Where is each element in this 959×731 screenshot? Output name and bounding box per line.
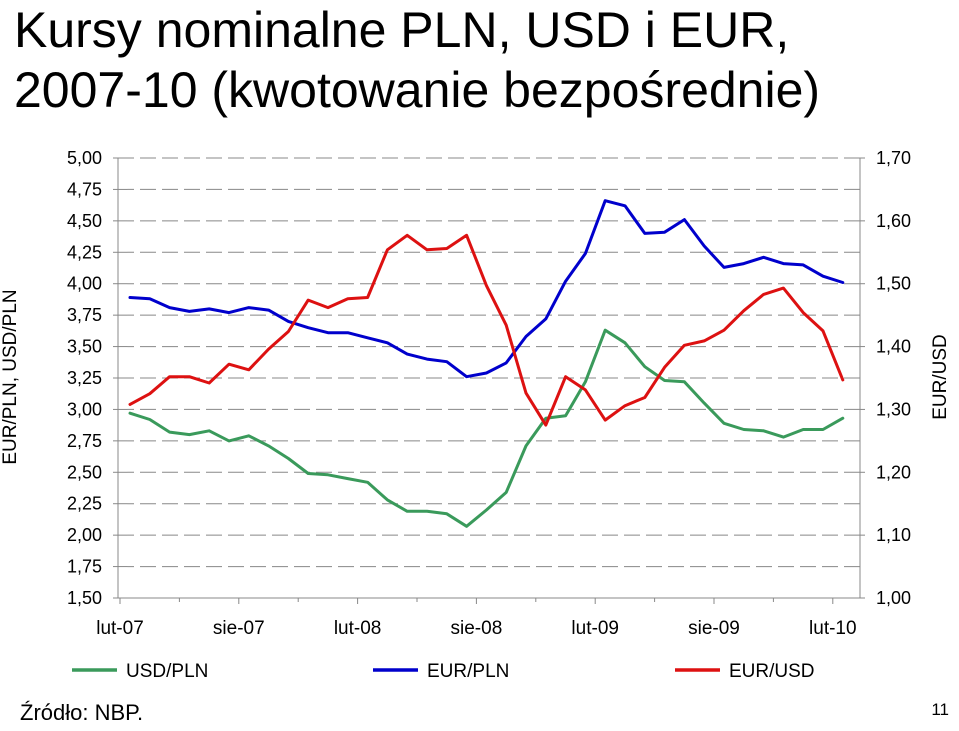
right-tick-label: 1,20 [876, 462, 911, 482]
x-tick-label: sie-07 [213, 618, 265, 639]
left-axis-ticks: 5,00 4,75 4,50 4,25 4,00 3,75 3,50 3,25 3,00 2,75… [67, 148, 118, 608]
gridlines [118, 157, 860, 568]
left-tick-label: 4,50 [67, 211, 102, 231]
line-chart: 5,00 4,75 4,50 4,25 4,00 3,75 3,50 3,25 3,00 2,75… [0, 148, 951, 682]
x-axis-ticks: lut-07 sie-07 lut-08 sie-08 lut-09 sie-09 lut-… [96, 598, 857, 639]
series-lines [128, 199, 845, 528]
x-tick-label: lut-10 [809, 618, 857, 639]
right-tick-label: 1,70 [876, 148, 911, 168]
left-tick-label: 1,50 [67, 588, 102, 608]
left-tick-label: 4,25 [67, 242, 102, 262]
right-tick-label: 1,40 [876, 337, 911, 357]
right-tick-label: 1,30 [876, 399, 911, 419]
source-note: Źródło: NBP. [20, 700, 144, 725]
legend-item: USD/PLN [72, 661, 208, 682]
left-tick-label: 2,50 [67, 462, 102, 482]
x-tick-label: lut-07 [96, 618, 144, 639]
legend-item: EUR/USD [675, 661, 815, 682]
legend-label: USD/PLN [126, 661, 208, 682]
chart-title-line-2: 2007-10 (kwotowanie bezpośrednie) [14, 62, 821, 118]
left-tick-label: 3,75 [67, 305, 102, 325]
left-tick-label: 2,00 [67, 525, 102, 545]
left-tick-label: 3,00 [67, 399, 102, 419]
x-tick-label: lut-08 [334, 618, 382, 639]
legend-label: EUR/PLN [427, 661, 509, 682]
x-tick-label: lut-09 [571, 618, 619, 639]
right-axis-label: EUR/USD [930, 334, 951, 420]
right-tick-label: 1,10 [876, 525, 911, 545]
page-number: 11 [931, 700, 949, 719]
right-tick-label: 1,50 [876, 274, 911, 294]
x-tick-label: sie-09 [688, 618, 740, 639]
series-line-eur-usd [128, 233, 845, 427]
left-tick-label: 1,75 [67, 557, 102, 577]
chart-title: Kursy nominalne PLN, USD i EUR, 2007-10 … [14, 0, 954, 120]
x-tick-label: sie-08 [451, 618, 503, 639]
right-axis-ticks: 1,70 1,60 1,50 1,40 1,30 1,20 1,10 1,00 [860, 148, 911, 608]
left-tick-label: 4,00 [67, 274, 102, 294]
series-line-eur-pln [128, 199, 845, 379]
left-tick-label: 2,75 [67, 431, 102, 451]
right-tick-label: 1,60 [876, 211, 911, 231]
left-axis-label: EUR/PLN, USD/PLN [0, 289, 21, 464]
legend-item: EUR/PLN [373, 661, 509, 682]
left-tick-label: 4,75 [67, 179, 102, 199]
chart-title-line-1: Kursy nominalne PLN, USD i EUR, [14, 2, 790, 58]
series-line-usd-pln [128, 328, 845, 528]
left-tick-label: 3,50 [67, 337, 102, 357]
left-tick-label: 5,00 [67, 148, 102, 168]
legend: USD/PLN EUR/PLN EUR/USD [72, 661, 815, 682]
left-tick-label: 3,25 [67, 368, 102, 388]
left-tick-label: 2,25 [67, 494, 102, 514]
legend-label: EUR/USD [729, 661, 815, 682]
right-tick-label: 1,00 [876, 588, 911, 608]
